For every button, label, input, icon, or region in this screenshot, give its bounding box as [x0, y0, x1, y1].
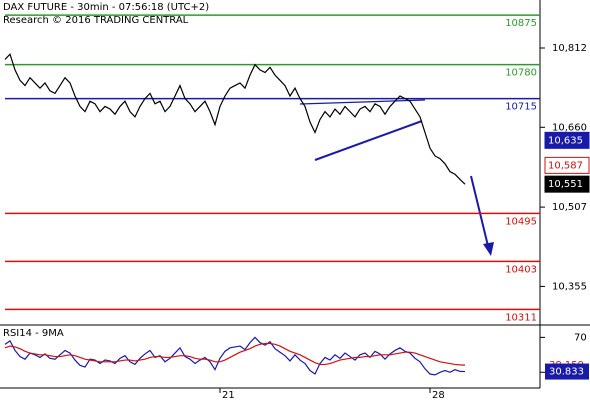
x-tick-label: 21 — [222, 390, 235, 400]
rsi-tick-label: 70 — [574, 332, 587, 343]
level-label: 10403 — [505, 264, 537, 275]
trend-line — [299, 99, 426, 105]
rsi-tag-label: 30.833 — [549, 367, 584, 378]
price-tag — [544, 131, 590, 149]
level-label: 10875 — [505, 18, 537, 29]
y-tick-label: 10,507 — [552, 202, 587, 213]
rsi-line — [4, 336, 466, 376]
y-tick-label: 10,812 — [552, 43, 587, 54]
level-label: 10311 — [505, 312, 537, 323]
level-label: 10495 — [505, 216, 537, 227]
price-line — [4, 53, 466, 185]
x-tick-label: 28 — [432, 390, 445, 400]
price-tag-label: 10,551 — [548, 179, 583, 190]
price-tag — [544, 156, 590, 174]
rsi-title: RSI14 - 9MA — [3, 328, 64, 339]
forecast-arrow — [470, 175, 489, 247]
level-label: 10715 — [505, 102, 537, 113]
level-label: 10780 — [505, 68, 537, 79]
price-tag-label: 10,635 — [548, 135, 583, 146]
price-tag-label: 10,587 — [548, 160, 583, 171]
rsi-tag — [545, 363, 589, 380]
price-tag — [544, 175, 590, 193]
trend-line — [314, 120, 423, 161]
rsi-line — [4, 342, 466, 366]
chart-title: DAX FUTURE - 30min - 07:56:18 (UTC+2) — [3, 2, 209, 13]
y-tick-label: 10,355 — [552, 281, 587, 292]
chart-subtitle: Research © 2016 TRADING CENTRAL — [3, 15, 189, 26]
arrow-head — [483, 242, 494, 256]
y-tick-label: 10,660 — [552, 122, 587, 133]
